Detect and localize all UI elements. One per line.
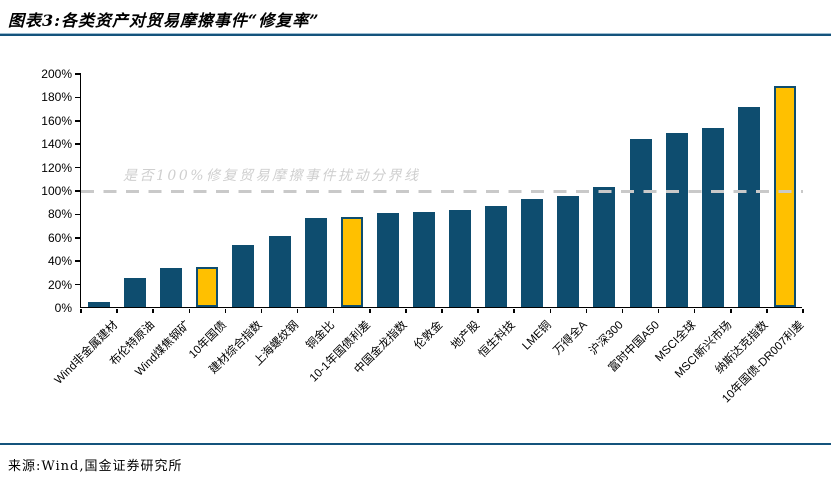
x-tick [621, 308, 624, 313]
x-tick [260, 308, 263, 313]
plot-area: 是否100%修复贸易摩擦事件扰动分界线 [74, 73, 804, 313]
y-tick [74, 96, 81, 99]
y-axis-label: 60% [47, 230, 72, 245]
x-axis-labels: Wind非金属建材 布伦特原油 Wind煤焦钢矿 10年国债 建材综合指数 上海螺纹钢 铜金… [53, 311, 807, 441]
x-tick [405, 308, 407, 313]
y-axis-label: 180% [41, 90, 72, 105]
title-underline [0, 33, 831, 36]
y-tick [74, 120, 81, 122]
y-axis-label: 0% [54, 301, 72, 315]
footer-divider [0, 443, 831, 445]
bar-highlighted [773, 85, 796, 307]
bar [701, 128, 724, 307]
x-axis-label: 万得全A [551, 319, 590, 358]
bar [449, 209, 472, 307]
x-tick [730, 308, 732, 313]
y-axis-label: 40% [47, 254, 72, 269]
x-tick [477, 308, 479, 313]
x-tick [549, 308, 552, 313]
x-axis-label: 恒生科技 [476, 319, 518, 361]
bar [412, 212, 435, 307]
bar [629, 138, 652, 307]
y-tick [74, 237, 81, 239]
y-tick [74, 73, 81, 75]
y-tick [74, 283, 81, 286]
x-tick [657, 308, 660, 313]
bar [557, 195, 580, 307]
x-tick [296, 308, 299, 313]
x-tick [441, 308, 443, 313]
bar [485, 206, 508, 307]
bar [124, 277, 147, 307]
y-tick [74, 190, 81, 192]
y-axis-label: 160% [41, 113, 72, 128]
y-tick [74, 260, 81, 262]
x-tick [766, 308, 768, 313]
source-note: 来源:Wind,国金证券研究所 [8, 459, 183, 474]
x-tick [585, 308, 588, 313]
x-tick [80, 308, 82, 313]
x-tick [693, 308, 696, 313]
y-tick [74, 213, 81, 216]
y-tick [74, 143, 81, 145]
bar [665, 132, 688, 307]
y-axis-label: 200% [41, 67, 72, 81]
reference-line [81, 189, 803, 193]
bar [88, 302, 111, 307]
x-tick [188, 308, 191, 313]
y-axis-label: 120% [41, 160, 72, 175]
x-tick [116, 308, 118, 313]
y-axis-label: 20% [47, 277, 72, 292]
bar [232, 245, 255, 307]
bar [304, 218, 327, 307]
x-tick [369, 308, 371, 313]
y-axis-label: 80% [47, 207, 72, 222]
bar [160, 268, 183, 307]
y-axis-label: 100% [41, 184, 72, 198]
x-tick [332, 308, 335, 313]
y-axis-label: 140% [41, 137, 72, 152]
x-tick [513, 308, 515, 313]
x-axis-label: 伦敦金 [412, 319, 446, 353]
chart-title: 图表3:各类资产对贸易摩擦事件“修复率” [8, 11, 320, 30]
x-tick [152, 308, 154, 313]
x-axis-label: LME铜 [520, 319, 554, 353]
bar [376, 213, 399, 307]
bar [268, 235, 291, 307]
y-tick [74, 166, 81, 169]
bar-highlighted [196, 267, 219, 307]
bar [521, 199, 544, 307]
x-tick [802, 308, 804, 313]
bar [737, 106, 760, 307]
bar-highlighted [340, 216, 363, 307]
bar [593, 186, 616, 307]
reference-line-label: 是否100%修复贸易摩擦事件扰动分界线 [123, 168, 421, 184]
x-tick [224, 308, 227, 313]
